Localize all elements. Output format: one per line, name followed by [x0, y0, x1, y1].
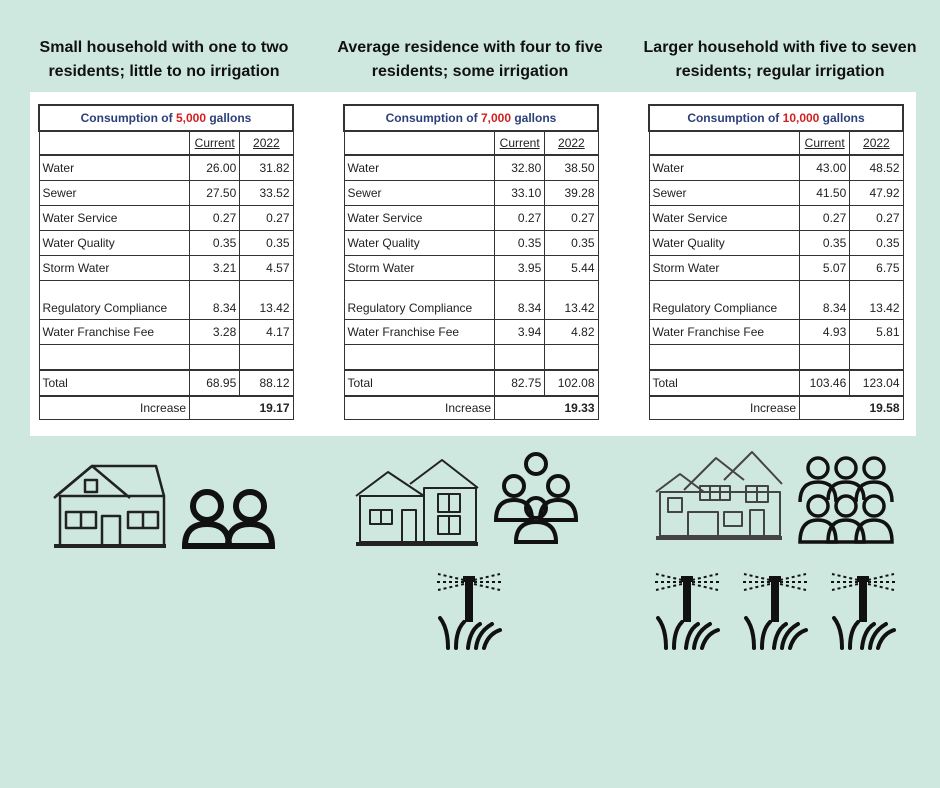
table-row: Storm Water 3.21 4.57 — [38, 255, 294, 281]
duplex-house-icon — [355, 459, 479, 546]
table-increase-row: Increase 19.17 — [38, 395, 294, 420]
table-row: Water 43.00 48.52 — [648, 154, 904, 181]
table-row: Water Franchise Fee 3.94 4.82 — [343, 319, 599, 345]
table-row: Water Service 0.27 0.27 — [38, 205, 294, 231]
group-of-people-icon — [493, 452, 579, 544]
bill-table-small: Consumption of 5,000 gallons Current 2022… — [38, 104, 294, 420]
table-blank-row — [38, 344, 294, 371]
table-blank-row — [648, 344, 904, 371]
table-header-row: Current 2022 — [343, 130, 599, 156]
table-header-row: Current 2022 — [38, 130, 294, 156]
table-row: Water Franchise Fee 4.93 5.81 — [648, 319, 904, 345]
bill-table-larger: Consumption of 10,000 gallons Current 202… — [648, 104, 904, 420]
heading-average-residence: Average residence with four to five resi… — [337, 39, 603, 80]
table-increase-row: Increase 19.58 — [648, 395, 904, 420]
table-total-row: Total 103.46 123.04 — [648, 369, 904, 397]
sprinkler-icon — [654, 573, 720, 650]
table-row: Sewer 41.50 47.92 — [648, 180, 904, 206]
bill-table-average: Consumption of 7,000 gallons Current 2022… — [343, 104, 599, 420]
heading-small-household: Small household with one to two resident… — [39, 39, 289, 80]
heading-larger-household: Larger household with five to seven resi… — [643, 39, 917, 80]
sprinkler-icon — [742, 573, 808, 650]
table-total-row: Total 82.75 102.08 — [343, 369, 599, 397]
table-title: Consumption of 10,000 gallons — [648, 104, 904, 132]
crowd-of-people-icon — [798, 456, 894, 544]
table-increase-row: Increase 19.33 — [343, 395, 599, 420]
table-title-row: Consumption of 5,000 gallons — [38, 104, 294, 132]
table-row: Sewer 33.10 39.28 — [343, 180, 599, 206]
table-row: Water Quality 0.35 0.35 — [343, 230, 599, 256]
house-icon — [53, 464, 166, 548]
table-title: Consumption of 7,000 gallons — [343, 104, 599, 132]
table-row: Regulatory Compliance 8.34 13.42 — [38, 280, 294, 320]
table-header-row: Current 2022 — [648, 130, 904, 156]
table-row: Regulatory Compliance 8.34 13.42 — [343, 280, 599, 320]
table-title-row: Consumption of 10,000 gallons — [648, 104, 904, 132]
table-row: Water 32.80 38.50 — [343, 154, 599, 181]
table-row: Regulatory Compliance 8.34 13.42 — [648, 280, 904, 320]
table-row: Water Quality 0.35 0.35 — [38, 230, 294, 256]
table-row: Water Quality 0.35 0.35 — [648, 230, 904, 256]
table-row: Water Service 0.27 0.27 — [648, 205, 904, 231]
two-people-icon — [181, 489, 276, 549]
table-row: Storm Water 3.95 5.44 — [343, 255, 599, 281]
table-row: Water Franchise Fee 3.28 4.17 — [38, 319, 294, 345]
table-row: Water Service 0.27 0.27 — [343, 205, 599, 231]
table-total-row: Total 68.95 88.12 — [38, 369, 294, 397]
table-title: Consumption of 5,000 gallons — [38, 104, 294, 132]
large-house-icon — [655, 451, 783, 540]
table-row: Water 26.00 31.82 — [38, 154, 294, 181]
table-row: Sewer 27.50 33.52 — [38, 180, 294, 206]
table-title-row: Consumption of 7,000 gallons — [343, 104, 599, 132]
table-blank-row — [343, 344, 599, 371]
sprinkler-icon — [830, 573, 896, 650]
sprinkler-icon — [436, 573, 502, 650]
table-row: Storm Water 5.07 6.75 — [648, 255, 904, 281]
